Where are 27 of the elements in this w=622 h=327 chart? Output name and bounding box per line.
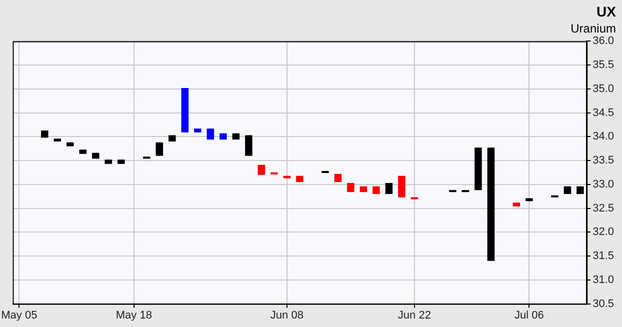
y-tick-label: 35.5: [592, 59, 614, 72]
y-tick-label: 30.5: [592, 298, 614, 310]
x-tick-label: May 18: [116, 309, 152, 322]
x-tick-label: Jun 22: [398, 309, 431, 322]
candlestick: [449, 190, 456, 193]
candlestick: [322, 170, 329, 174]
candlestick: [270, 172, 278, 175]
candlestick: [118, 159, 125, 164]
candlestick: [194, 128, 202, 133]
y-tick-label: 36.0: [592, 35, 614, 48]
y-tick-label: 33.0: [592, 178, 614, 190]
y-tick-label: 32.0: [592, 226, 614, 238]
candlestick: [551, 194, 558, 198]
y-tick-label: 32.5: [592, 202, 614, 214]
y-tick-label: 35.0: [592, 82, 614, 95]
x-tick-label: Jun 08: [270, 309, 304, 322]
y-tick-label: 34.0: [592, 130, 614, 143]
candlestick: [143, 156, 150, 160]
y-tick-label: 31.5: [592, 250, 614, 262]
x-tick-label: May 05: [1, 309, 38, 322]
y-tick-label: 34.5: [592, 106, 614, 119]
y-tick-label: 33.5: [592, 154, 614, 167]
chart-title: UX: [596, 3, 617, 20]
candlestick: [462, 190, 470, 193]
y-tick-label: 31.0: [592, 274, 614, 286]
x-tick-label: Jul 06: [514, 309, 544, 322]
chart-subtitle: Uranium: [570, 21, 616, 36]
